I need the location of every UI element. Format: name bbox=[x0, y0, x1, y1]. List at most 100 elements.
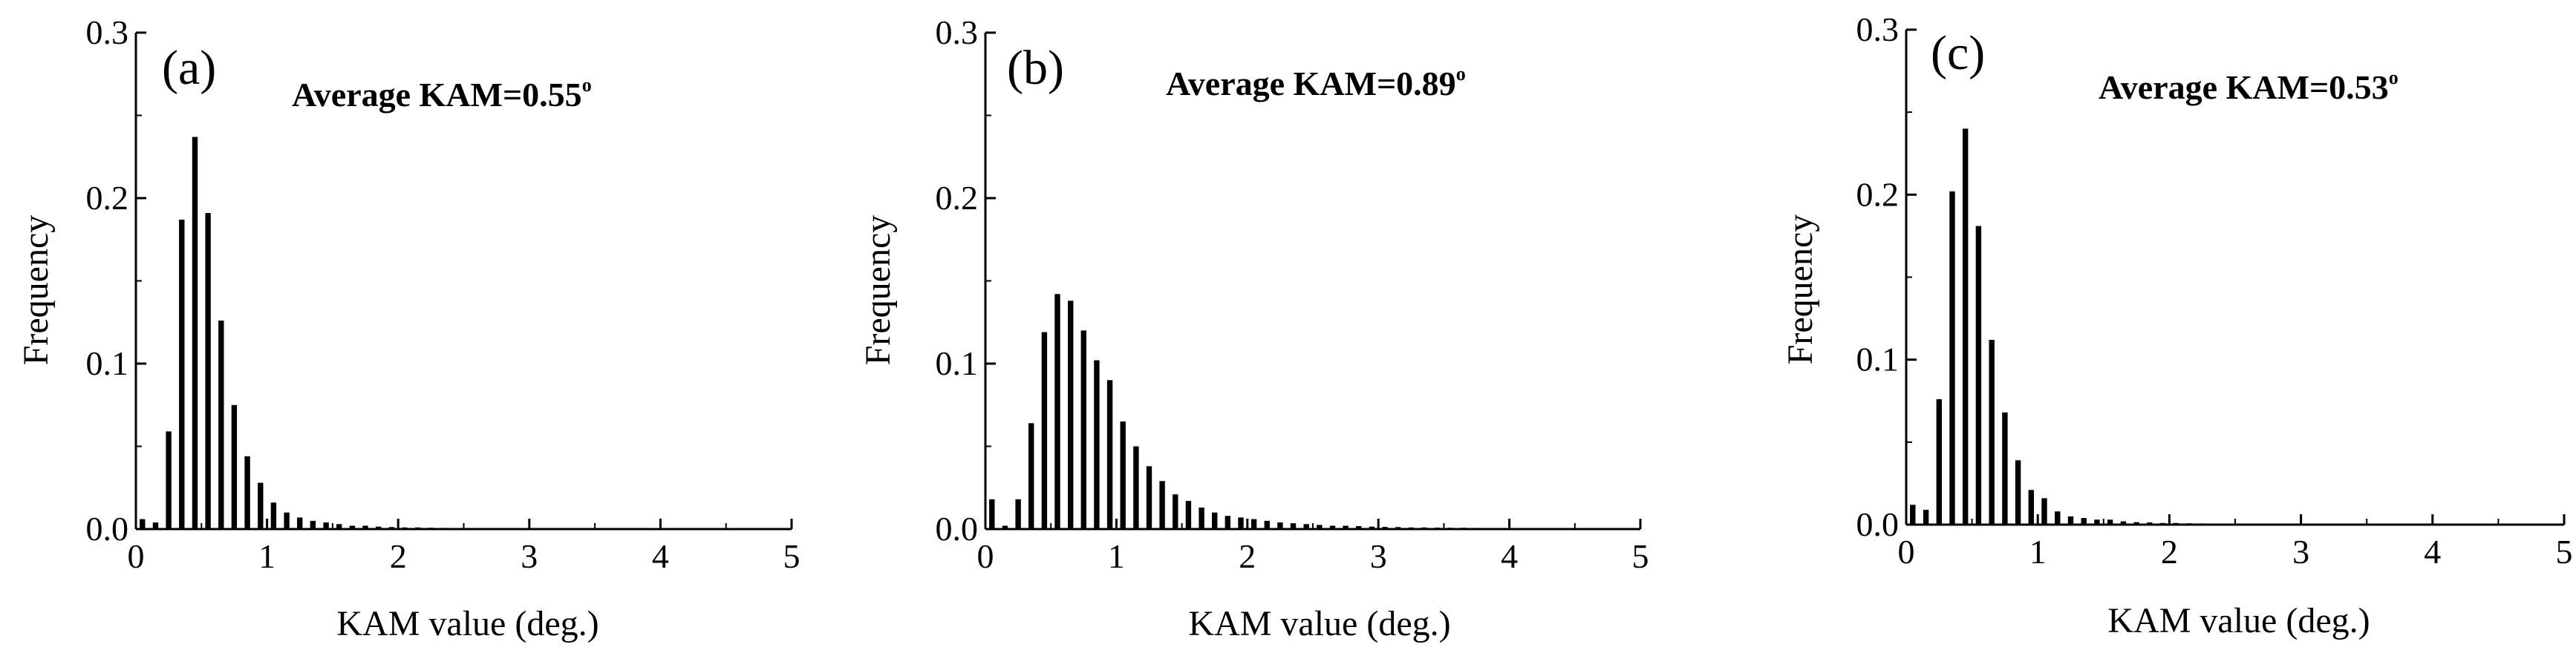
panel-c-bar bbox=[2041, 498, 2047, 525]
panel-a-axes: 0 1 2 3 4 5 0.0 0.1 0.2 0.3 bbox=[86, 13, 800, 575]
panel-b-x-tick-label: 2 bbox=[1239, 537, 1256, 575]
panel-b-bar bbox=[1094, 360, 1100, 529]
panel-b-x-tick-label: 0 bbox=[977, 537, 994, 575]
panel-c-bar bbox=[2002, 412, 2008, 525]
panel-a-bar bbox=[231, 404, 238, 530]
panel-c-bar bbox=[2081, 518, 2087, 525]
panel-c-degree-symbol: o bbox=[2389, 67, 2399, 88]
panel-c-annotation-text: Average KAM=0.53 bbox=[2099, 68, 2389, 106]
panel-b-ylabel: Frequency bbox=[858, 215, 898, 366]
panel-c-ylabel: Frequency bbox=[1781, 214, 1820, 365]
panel-b-x-tick-label: 4 bbox=[1501, 537, 1518, 575]
panel-c: 0 1 2 3 4 5 0.0 0.1 0.2 0.3 (c) Average KAM=0.53o… bbox=[1781, 10, 2573, 640]
panel-b-bar bbox=[1329, 525, 1336, 529]
panel-a-x-tick-label: 5 bbox=[783, 537, 800, 575]
panel-c-x-tick-label: 5 bbox=[2556, 533, 2573, 571]
panel-b-bar bbox=[1212, 512, 1218, 529]
panel-c-bar bbox=[2120, 521, 2127, 525]
panel-a-bar bbox=[323, 522, 329, 529]
panel-c-bar bbox=[1923, 510, 1929, 525]
panel-b-bar bbox=[1041, 332, 1048, 529]
panel-a-bar bbox=[192, 137, 198, 529]
panel-a-bar bbox=[152, 522, 159, 529]
panel-b-axes: 0 1 2 3 4 5 0.0 0.1 0.2 0.3 bbox=[936, 13, 1649, 575]
panel-b-bar bbox=[1054, 294, 1060, 529]
panel-a-bar bbox=[205, 213, 211, 529]
panel-c-bar bbox=[1936, 399, 1942, 525]
panel-b-y-tick-label: 0.3 bbox=[936, 13, 979, 51]
panel-a-bar bbox=[362, 525, 368, 529]
panel-b-bar bbox=[1002, 525, 1008, 529]
panel-c-y-tick-label: 0.1 bbox=[1856, 341, 1900, 378]
panel-b: 0 1 2 3 4 5 0.0 0.1 0.2 0.3 (b) Average KAM=0.89o… bbox=[858, 13, 1649, 643]
panel-c-xlabel: KAM value (deg.) bbox=[2107, 601, 2370, 640]
panel-b-bar bbox=[1238, 517, 1244, 529]
panel-a-bar bbox=[349, 525, 356, 529]
panel-c-bar bbox=[2015, 460, 2021, 525]
panel-c-bar bbox=[1989, 340, 1995, 525]
panel-a-x-tick-label: 1 bbox=[258, 537, 275, 575]
panel-b-bars bbox=[989, 294, 1637, 529]
panel-b-bar bbox=[1199, 508, 1204, 529]
panel-c-annotation: Average KAM=0.53o bbox=[2099, 67, 2399, 106]
panel-a-y-tick-label: 0.1 bbox=[86, 344, 129, 382]
panel-c-bar bbox=[2094, 519, 2100, 525]
panel-b-bar bbox=[1120, 421, 1126, 529]
panel-a-bar bbox=[244, 456, 250, 529]
panel-a-x-tick-label: 4 bbox=[652, 537, 669, 575]
panel-c-bar bbox=[1975, 226, 1982, 525]
panel-c-bar bbox=[2028, 490, 2034, 525]
panel-a-annotation-text: Average KAM=0.55 bbox=[292, 76, 582, 114]
panel-c-bar bbox=[1949, 191, 1955, 525]
panel-b-x-tick-label: 5 bbox=[1632, 537, 1649, 575]
panel-b-bar bbox=[1080, 330, 1086, 529]
panel-a-bars bbox=[140, 137, 788, 530]
panel-a-bar bbox=[140, 519, 146, 529]
panel-b-annotation: Average KAM=0.89o bbox=[1166, 63, 1466, 102]
panel-b-bar bbox=[1028, 423, 1034, 529]
panel-c-y-tick-label: 0.3 bbox=[1856, 10, 1900, 48]
panel-b-bar bbox=[1343, 525, 1349, 529]
panel-b-bar bbox=[1185, 501, 1192, 529]
panel-a-bar bbox=[166, 431, 172, 529]
panel-b-bar bbox=[1303, 524, 1309, 529]
panel-c-bar bbox=[2133, 522, 2139, 525]
panel-c-bar bbox=[2067, 516, 2074, 525]
panel-b-bar bbox=[1146, 466, 1152, 529]
panel-c-bars bbox=[1910, 128, 2560, 525]
panel-a-bar bbox=[179, 220, 185, 529]
panel-b-bar bbox=[1264, 520, 1270, 529]
panel-a-x-tick-label: 2 bbox=[390, 537, 407, 575]
panel-b-bar bbox=[1159, 481, 1165, 529]
panel-b-bar bbox=[1277, 522, 1283, 529]
panel-a-bar bbox=[336, 524, 342, 529]
panel-a-degree-symbol: o bbox=[582, 74, 592, 96]
panel-a-bar bbox=[310, 520, 316, 529]
panel-c-x-tick-label: 2 bbox=[2161, 533, 2178, 571]
panel-b-bar bbox=[1133, 446, 1139, 529]
panel-a-ylabel: Frequency bbox=[16, 215, 56, 366]
panel-b-bar bbox=[1068, 301, 1074, 529]
panel-b-bar bbox=[1250, 519, 1257, 529]
panel-b-bar bbox=[1369, 526, 1375, 529]
panel-c-bar bbox=[1910, 505, 1916, 525]
panel-b-label: (b) bbox=[1007, 41, 1064, 95]
panel-a: 0 1 2 3 4 5 0.0 0.1 0.2 0.3 (a) Average KAM=0.55o… bbox=[16, 13, 800, 643]
panel-a-x-tick-label: 0 bbox=[128, 537, 145, 575]
panel-b-y-tick-label: 0.0 bbox=[936, 510, 979, 548]
panel-b-bar bbox=[1356, 526, 1362, 529]
panel-c-y-tick-label: 0.2 bbox=[1856, 175, 1900, 213]
panel-b-x-tick-label: 3 bbox=[1370, 537, 1387, 575]
panel-c-axes: 0 1 2 3 4 5 0.0 0.1 0.2 0.3 bbox=[1856, 10, 2573, 571]
panel-b-bar bbox=[1225, 516, 1230, 529]
panel-a-y-tick-label: 0.0 bbox=[86, 510, 129, 548]
panel-c-x-tick-label: 1 bbox=[2029, 533, 2047, 571]
panel-a-annotation: Average KAM=0.55o bbox=[292, 74, 592, 114]
panel-a-label: (a) bbox=[162, 41, 216, 95]
panel-b-x-tick-label: 1 bbox=[1108, 537, 1125, 575]
panel-c-x-tick-label: 0 bbox=[1898, 533, 1915, 571]
panel-a-bar bbox=[376, 526, 382, 529]
panel-b-y-tick-label: 0.2 bbox=[936, 179, 979, 217]
panel-a-bar bbox=[218, 321, 224, 529]
